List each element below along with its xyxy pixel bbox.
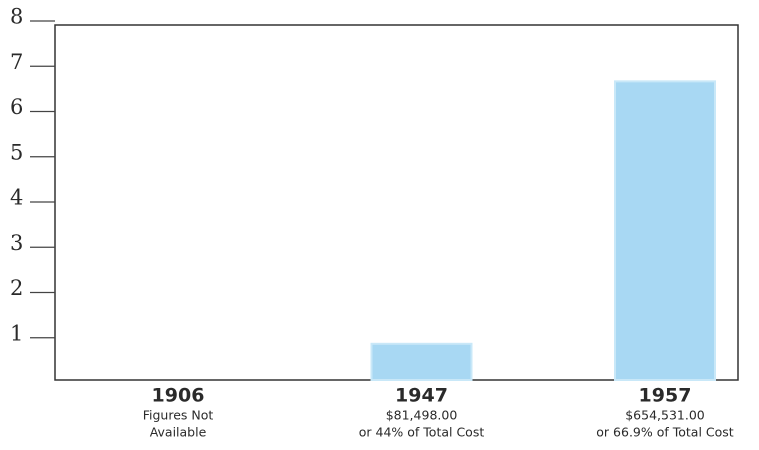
bar <box>614 80 716 381</box>
y-tick-label: 8 <box>10 5 23 29</box>
x-tick-label: 1957 <box>639 385 692 407</box>
x-sublabel: $654,531.00 <box>625 408 705 423</box>
x-sublabel: Figures Not <box>143 408 214 423</box>
x-tick-label: 1906 <box>152 385 205 407</box>
x-sublabel: $81,498.00 <box>386 408 458 423</box>
y-tick-label: 1 <box>10 321 23 345</box>
y-tick-label: 5 <box>10 140 23 164</box>
y-tick-label: 7 <box>10 50 23 74</box>
bar <box>370 342 473 381</box>
y-tick-label: 6 <box>10 95 23 119</box>
y-tick-label: 3 <box>10 231 23 255</box>
y-tick-label: 4 <box>10 186 23 210</box>
y-tick-label: 2 <box>10 276 23 300</box>
x-sublabel: or 66.9% of Total Cost <box>596 425 734 440</box>
x-sublabel: Available <box>150 425 207 440</box>
x-tick-label: 1947 <box>395 385 448 407</box>
x-sublabel: or 44% of Total Cost <box>359 425 485 440</box>
